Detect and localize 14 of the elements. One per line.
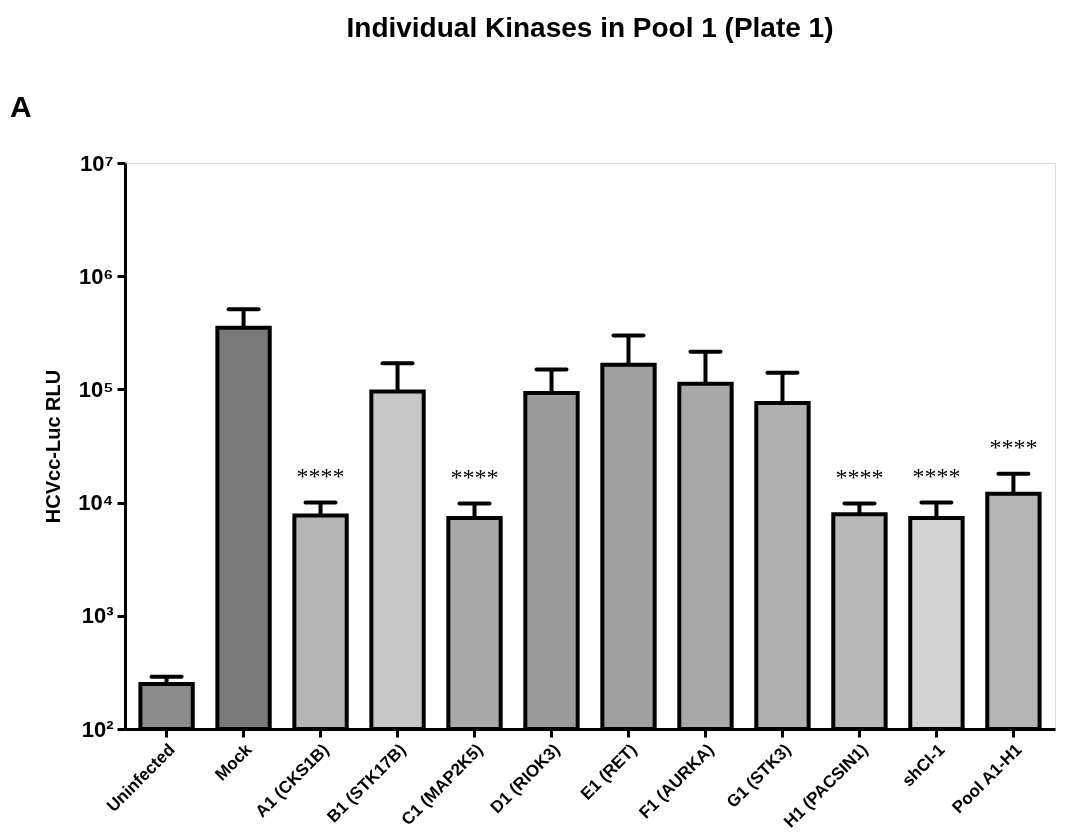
y-tick-label: 10³ [81,603,114,629]
y-tick-label: 10⁷ [79,150,114,176]
y-axis-title: HCVcc-Luc RLU [42,369,65,524]
y-tick-label: 10⁶ [78,263,114,289]
y-tick-label: 10⁴ [78,490,114,516]
data-label: **** [989,433,1038,460]
y-tick-label: 10⁵ [78,376,114,402]
data-label: **** [450,463,499,490]
y-tick-label: 10² [81,716,114,742]
chart-title: Individual Kinases in Pool 1 (Plate 1) [346,12,834,43]
data-label: **** [835,463,884,490]
data-label: **** [296,462,345,489]
data-label: **** [912,462,961,489]
text: A [10,90,32,123]
